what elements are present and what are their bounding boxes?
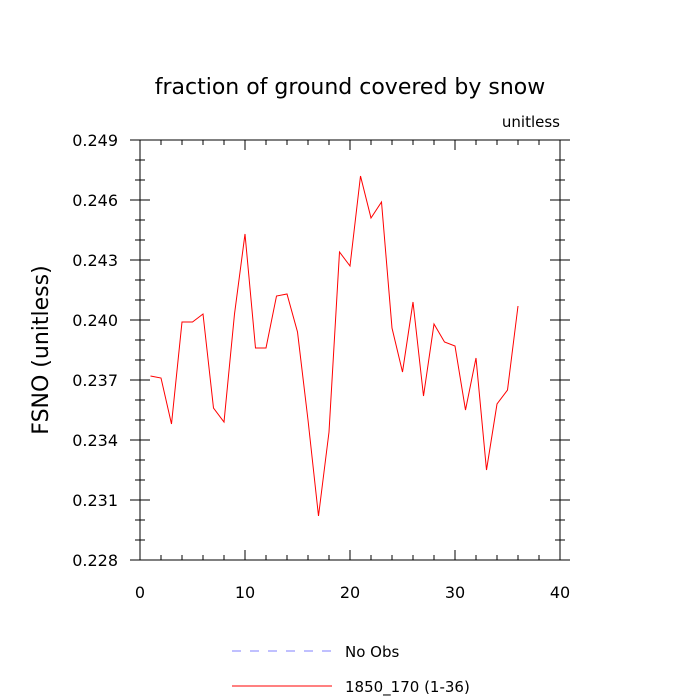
- y-tick-label: 0.234: [72, 431, 118, 450]
- plot-frame: [139, 139, 561, 561]
- axis-tick-labels: 0 10 20 30 40 0.228 0.231 0.234 0.237 0.240 0.243 0…: [72, 131, 570, 602]
- units-label: unitless: [502, 113, 560, 131]
- x-tick-label: 0: [135, 583, 145, 602]
- x-tick-label: 40: [550, 583, 570, 602]
- y-tick-label: 0.240: [72, 311, 118, 330]
- y-tick-label: 0.237: [72, 371, 118, 390]
- y-tick-label: 0.243: [72, 251, 118, 270]
- legend: No Obs 1850_170 (1-36): [232, 643, 470, 697]
- legend-label-1850-170: 1850_170 (1-36): [345, 678, 470, 697]
- series-line-1: [150, 175, 519, 517]
- x-tick-label: 10: [235, 583, 255, 602]
- y-tick-label: 0.249: [72, 131, 118, 150]
- axis-ticks: [130, 139, 570, 561]
- chart-title: fraction of ground covered by snow: [155, 75, 546, 100]
- x-tick-label: 30: [445, 583, 465, 602]
- x-tick-label: 20: [340, 583, 360, 602]
- y-tick-label: 0.246: [72, 191, 118, 210]
- y-axis-label: FSNO (unitless): [29, 265, 54, 434]
- legend-label-no-obs: No Obs: [345, 643, 399, 661]
- y-tick-label: 0.231: [72, 491, 118, 510]
- series-lines: [150, 175, 519, 517]
- y-tick-label: 0.228: [72, 551, 118, 570]
